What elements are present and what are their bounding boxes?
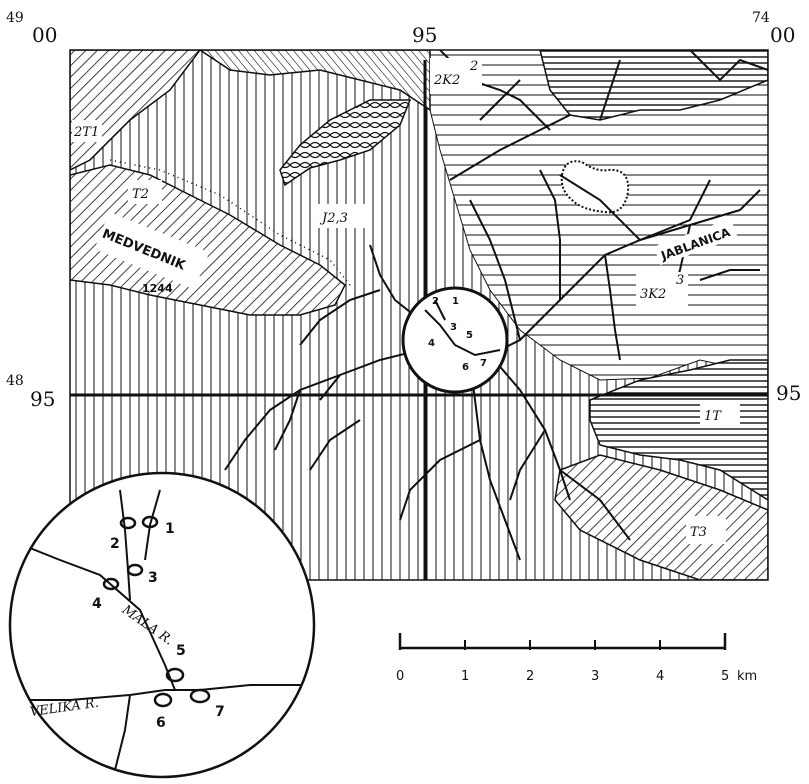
unit-label-t2: T2 xyxy=(132,187,149,202)
unit-reef-lens xyxy=(279,99,412,187)
scale-tick-0: 0 xyxy=(396,669,404,684)
site-label-7: 7 xyxy=(480,358,487,369)
grid-label-top-right: 00 xyxy=(770,23,795,47)
unit-label-k2-3: 3K2 xyxy=(640,287,666,302)
site-label-4: 4 xyxy=(428,338,435,349)
grid-label-left-super: 48 xyxy=(6,373,24,389)
inset-site-4: 4 xyxy=(92,596,102,612)
inset-site-1: 1 xyxy=(165,521,175,537)
unit-label-t1-right: 1T xyxy=(704,409,722,424)
site-label-1: 1 xyxy=(452,296,459,307)
map-border xyxy=(69,49,769,581)
inset-site-3: 3 xyxy=(148,570,158,586)
unit-t1-area xyxy=(70,50,201,171)
place-medvednik-elev: 1244 xyxy=(142,282,173,295)
inset-site-5: 5 xyxy=(176,643,186,659)
site-label-6: 6 xyxy=(462,362,469,373)
grid-label-top-right-super: 74 xyxy=(752,10,770,26)
unit-label-k2-top-sup: 2 xyxy=(469,59,478,74)
unit-label-k2-3-sup: 3 xyxy=(676,273,684,288)
unit-k2-upper-area xyxy=(539,50,768,121)
grid-label-top-mid: 95 xyxy=(412,23,437,47)
unit-label-k2-top: 2K2 xyxy=(433,73,460,88)
unit-t3-area xyxy=(554,454,768,580)
site-label-5: 5 xyxy=(466,330,473,341)
unit-label-t3: T3 xyxy=(690,525,707,540)
closed-depression xyxy=(560,160,630,214)
scale-unit: km xyxy=(737,669,757,684)
scale-tick-4: 4 xyxy=(656,669,664,684)
unit-label-t1: 2T1 xyxy=(73,125,99,140)
grid-label-left: 95 xyxy=(30,387,55,411)
site-label-3: 3 xyxy=(450,322,457,333)
inset-site-2: 2 xyxy=(110,536,120,552)
inset-site-7: 7 xyxy=(215,704,225,720)
scale-tick-2: 2 xyxy=(526,669,534,684)
scale-tick-3: 3 xyxy=(591,669,599,684)
scale-bar: 0 1 2 3 4 5 km xyxy=(396,633,757,684)
scale-tick-5: 5 xyxy=(721,669,729,684)
site-label-2: 2 xyxy=(432,296,439,307)
grid-label-top-left-super: 49 xyxy=(6,10,24,26)
inset-site-6: 6 xyxy=(156,715,166,731)
inset-magnifier: 1 2 3 4 5 6 7 MALA R. VELIKA R. xyxy=(8,471,316,779)
grid-label-top-left: 00 xyxy=(32,23,57,47)
unit-label-j23: J2,3 xyxy=(319,211,348,226)
grid-label-right: 95 xyxy=(776,381,801,405)
scale-tick-1: 1 xyxy=(461,669,469,684)
